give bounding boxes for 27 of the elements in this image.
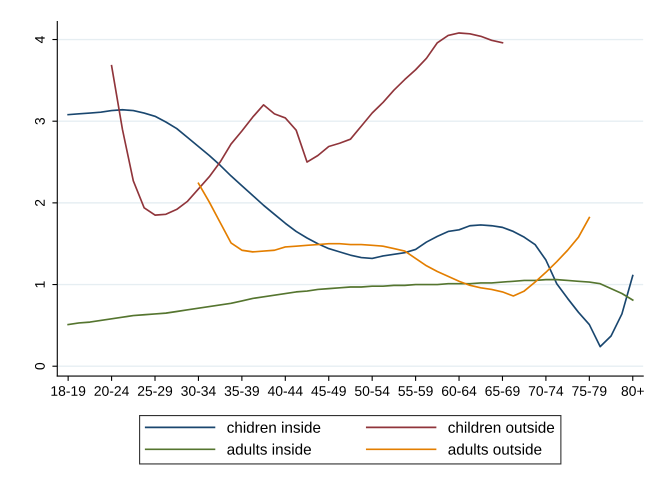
x-tick-label: 25-29: [138, 386, 172, 396]
x-tick-label: 20-24: [94, 386, 129, 396]
x-tick-label: 55-59: [398, 386, 433, 396]
x-tick-label: 70-74: [528, 386, 564, 396]
x-tick-label: 45-49: [311, 386, 346, 396]
x-tick-label: 40-44: [268, 386, 303, 396]
x-tick-label: 50-54: [354, 386, 390, 396]
y-tick-label: 0: [34, 362, 45, 370]
y-tick-label: 1: [35, 281, 45, 288]
line-series: [110, 32, 504, 216]
line-series: [198, 182, 590, 297]
x-tick-label: 18-19: [51, 386, 86, 396]
x-tick-label: 35-39: [224, 386, 259, 396]
line-series: [67, 278, 634, 326]
legend-label: adults inside: [227, 444, 311, 455]
legend-label: children outside: [448, 422, 554, 433]
x-tick-label: 75-79: [572, 386, 606, 396]
y-tick-label: 2: [34, 200, 45, 206]
line-series: [67, 108, 634, 348]
legend-label: chidren inside: [227, 422, 320, 433]
x-tick-label: 60-64: [442, 386, 476, 396]
y-tick-label: 3: [34, 118, 45, 125]
y-tick-label: 4: [35, 36, 45, 44]
legend-label: adults outside: [448, 444, 542, 455]
x-tick-label: 30-34: [181, 386, 216, 396]
x-tick-label: 65-69: [485, 386, 520, 396]
x-tick-label: 80+: [622, 386, 644, 396]
